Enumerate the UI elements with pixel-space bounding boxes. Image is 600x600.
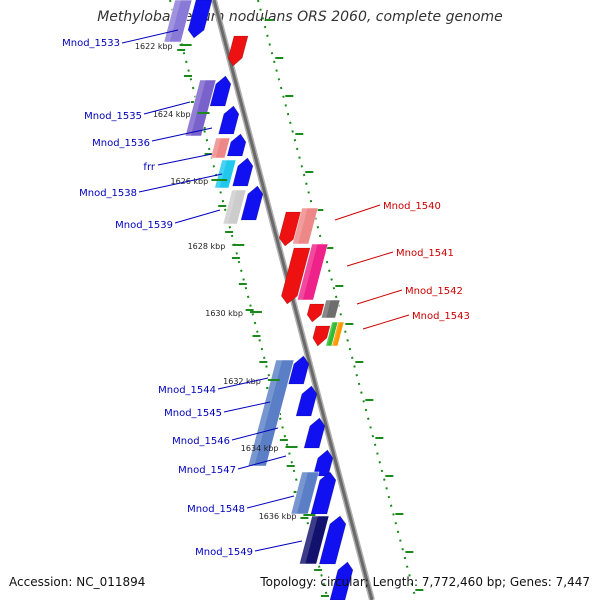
gene-mnod-1544-block bbox=[247, 359, 295, 467]
gene-label: Mnod_1538 bbox=[79, 188, 137, 199]
gene-frr-block bbox=[214, 159, 237, 189]
leader-line bbox=[362, 314, 410, 330]
gene-label: Mnod_1543 bbox=[412, 311, 470, 322]
gene-mnod-1535-arrow-b bbox=[218, 105, 240, 135]
gene-mnod-1550-arrow bbox=[329, 561, 354, 600]
kbp-tick-label: 1628 kbp bbox=[188, 242, 226, 251]
gene-mnod-1541-block bbox=[296, 243, 329, 301]
leader-line bbox=[246, 495, 295, 509]
gene-mnod-1542-arrow bbox=[306, 303, 325, 323]
kbp-tick-label: 1622 kbp bbox=[135, 42, 173, 51]
gene-label: Mnod_1549 bbox=[195, 547, 253, 558]
gene-label: Mnod_1542 bbox=[405, 286, 463, 297]
leader-line bbox=[346, 251, 394, 267]
gene-label: Mnod_1536 bbox=[92, 138, 150, 149]
kbp-tick-label: 1624 kbp bbox=[153, 110, 191, 119]
accession-text: Accession: NC_011894 bbox=[9, 575, 146, 589]
leader-line bbox=[254, 540, 303, 552]
leader-line bbox=[356, 289, 403, 305]
leader-line bbox=[138, 173, 223, 193]
gene-label: Mnod_1546 bbox=[172, 436, 230, 447]
gene-mnod-1549-block bbox=[299, 515, 330, 565]
leader-line bbox=[121, 29, 179, 44]
topology-text: Topology: circular; Length: 7,772,460 bp… bbox=[260, 575, 590, 589]
gene-mnod-1538-block bbox=[222, 189, 247, 225]
gene-mnod-1544-arrow bbox=[288, 355, 310, 385]
gene-mnod-1536-arrow bbox=[226, 133, 247, 157]
gene-mnod-1546-arrow bbox=[303, 417, 326, 449]
gene-mnod-1534-arrow bbox=[227, 35, 249, 67]
gene-mnod-1548-block bbox=[290, 471, 320, 515]
leader-line bbox=[334, 204, 381, 221]
gene-mnod-1535-arrow-a bbox=[209, 75, 232, 107]
leader-line bbox=[151, 127, 213, 142]
gene-mnod-1541-arrow bbox=[281, 247, 311, 305]
gene-mnod-1542-block bbox=[320, 299, 341, 319]
kbp-tick-label: 1630 kbp bbox=[205, 309, 243, 318]
gene-label: Mnod_1540 bbox=[383, 201, 441, 212]
gene-mnod-1543-block-orange bbox=[331, 321, 345, 347]
gene-label: frr bbox=[143, 162, 155, 173]
gene-label: Mnod_1545 bbox=[164, 408, 222, 419]
kbp-tick-label: 1634 kbp bbox=[241, 444, 279, 453]
gene-mnod-1538-arrow bbox=[240, 185, 264, 221]
gene-mnod-1535-block bbox=[184, 79, 217, 137]
gene-mnod-1540-block bbox=[292, 207, 319, 245]
leader-line bbox=[157, 153, 213, 166]
leader-line bbox=[237, 455, 287, 470]
gene-mnod-1545-arrow bbox=[295, 385, 318, 417]
gene-label: Mnod_1539 bbox=[115, 220, 173, 231]
leader-line bbox=[231, 427, 279, 441]
kbp-tick-label: 1632 kbp bbox=[223, 377, 261, 386]
gene-mnod-1543-block-green bbox=[325, 321, 339, 347]
kbp-tick-label: 1636 kbp bbox=[259, 512, 297, 521]
gene-mnod-1540-arrow bbox=[278, 211, 303, 247]
gene-mnod-1536-block bbox=[210, 137, 231, 159]
gene-label: Mnod_1547 bbox=[178, 465, 236, 476]
leader-line bbox=[223, 401, 271, 413]
gene-label: Mnod_1533 bbox=[62, 38, 120, 49]
gene-mnod-1548-arrow bbox=[310, 471, 337, 515]
gene-mnod-1549-arrow bbox=[318, 515, 347, 565]
leader-line bbox=[174, 209, 221, 224]
gene-mnod-1543-arrow bbox=[312, 325, 331, 347]
leader-line bbox=[217, 377, 269, 390]
gene-label: Mnod_1548 bbox=[187, 504, 245, 515]
backbone-line bbox=[212, 0, 374, 600]
gene-mnod-1533-arrow bbox=[187, 0, 213, 39]
gene-frr-arrow bbox=[232, 157, 254, 187]
gene-label: Mnod_1544 bbox=[158, 385, 216, 396]
gene-label: Mnod_1541 bbox=[396, 248, 454, 259]
gene-label: Mnod_1535 bbox=[84, 111, 142, 122]
gene-mnod-1533-block bbox=[163, 0, 193, 43]
leader-line bbox=[143, 101, 191, 115]
